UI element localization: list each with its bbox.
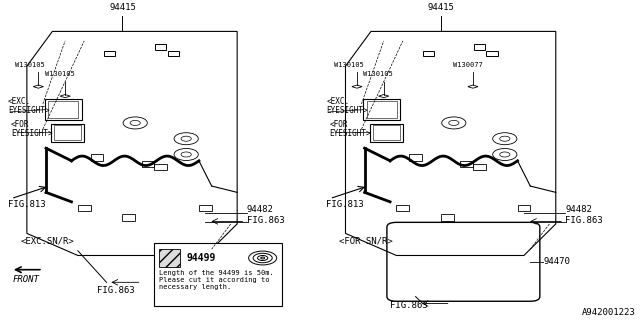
Bar bbox=[168, 51, 179, 56]
Bar bbox=[422, 51, 434, 56]
Text: FIG.863: FIG.863 bbox=[246, 216, 284, 225]
Text: FRONT: FRONT bbox=[12, 275, 39, 284]
Bar bbox=[364, 99, 400, 120]
Bar bbox=[474, 44, 485, 50]
Text: FIG.813: FIG.813 bbox=[8, 200, 45, 209]
Text: <EXC.SN/R>: <EXC.SN/R> bbox=[20, 237, 74, 246]
Text: <FOR SN/R>: <FOR SN/R> bbox=[339, 237, 393, 246]
Bar bbox=[122, 214, 135, 221]
Text: 94482: 94482 bbox=[565, 205, 592, 214]
Text: <EXC.: <EXC. bbox=[8, 97, 31, 106]
Bar bbox=[396, 205, 409, 211]
Text: <FOR: <FOR bbox=[330, 120, 348, 129]
Text: <FOR: <FOR bbox=[11, 120, 29, 129]
Bar bbox=[373, 125, 399, 140]
Bar bbox=[154, 164, 167, 170]
Text: EYESIGHT>: EYESIGHT> bbox=[326, 106, 368, 115]
Bar bbox=[48, 101, 79, 118]
Text: FIG.863: FIG.863 bbox=[390, 301, 428, 310]
Text: 94470: 94470 bbox=[543, 257, 570, 266]
Bar bbox=[367, 101, 397, 118]
Text: W130105: W130105 bbox=[364, 71, 393, 77]
Bar bbox=[154, 243, 282, 306]
Text: W130105: W130105 bbox=[334, 62, 364, 68]
Bar bbox=[51, 124, 84, 142]
Text: W130105: W130105 bbox=[45, 71, 74, 77]
Bar bbox=[409, 155, 422, 161]
Bar bbox=[518, 205, 531, 211]
Text: <EXC.: <EXC. bbox=[326, 97, 349, 106]
Bar bbox=[78, 205, 91, 211]
Bar bbox=[45, 99, 82, 120]
Bar bbox=[473, 164, 486, 170]
Text: W130077: W130077 bbox=[452, 62, 483, 68]
Text: EYESIGHT>: EYESIGHT> bbox=[8, 106, 49, 115]
Text: 94415: 94415 bbox=[428, 4, 454, 12]
Bar bbox=[370, 124, 403, 142]
Text: FIG.863: FIG.863 bbox=[565, 216, 603, 225]
Bar bbox=[486, 51, 498, 56]
Text: 94415: 94415 bbox=[109, 4, 136, 12]
Text: FIG.863: FIG.863 bbox=[97, 286, 134, 295]
Text: Length of the 94499 is 50m.
Please cut it according to
necessary length.: Length of the 94499 is 50m. Please cut i… bbox=[159, 270, 273, 290]
Text: 94482: 94482 bbox=[246, 205, 273, 214]
Bar bbox=[54, 125, 81, 140]
Text: W130105: W130105 bbox=[15, 62, 45, 68]
Bar bbox=[199, 205, 212, 211]
Bar bbox=[159, 249, 180, 267]
Bar bbox=[441, 214, 454, 221]
Text: 94499: 94499 bbox=[186, 253, 216, 263]
Bar bbox=[460, 161, 473, 167]
Bar bbox=[141, 161, 154, 167]
Bar bbox=[155, 44, 166, 50]
Text: FIG.813: FIG.813 bbox=[326, 200, 364, 209]
Bar bbox=[91, 155, 103, 161]
Text: A942001223: A942001223 bbox=[582, 308, 636, 317]
Bar bbox=[104, 51, 115, 56]
Text: EYESIGHT>: EYESIGHT> bbox=[11, 129, 52, 138]
Text: EYESIGHT>: EYESIGHT> bbox=[330, 129, 371, 138]
